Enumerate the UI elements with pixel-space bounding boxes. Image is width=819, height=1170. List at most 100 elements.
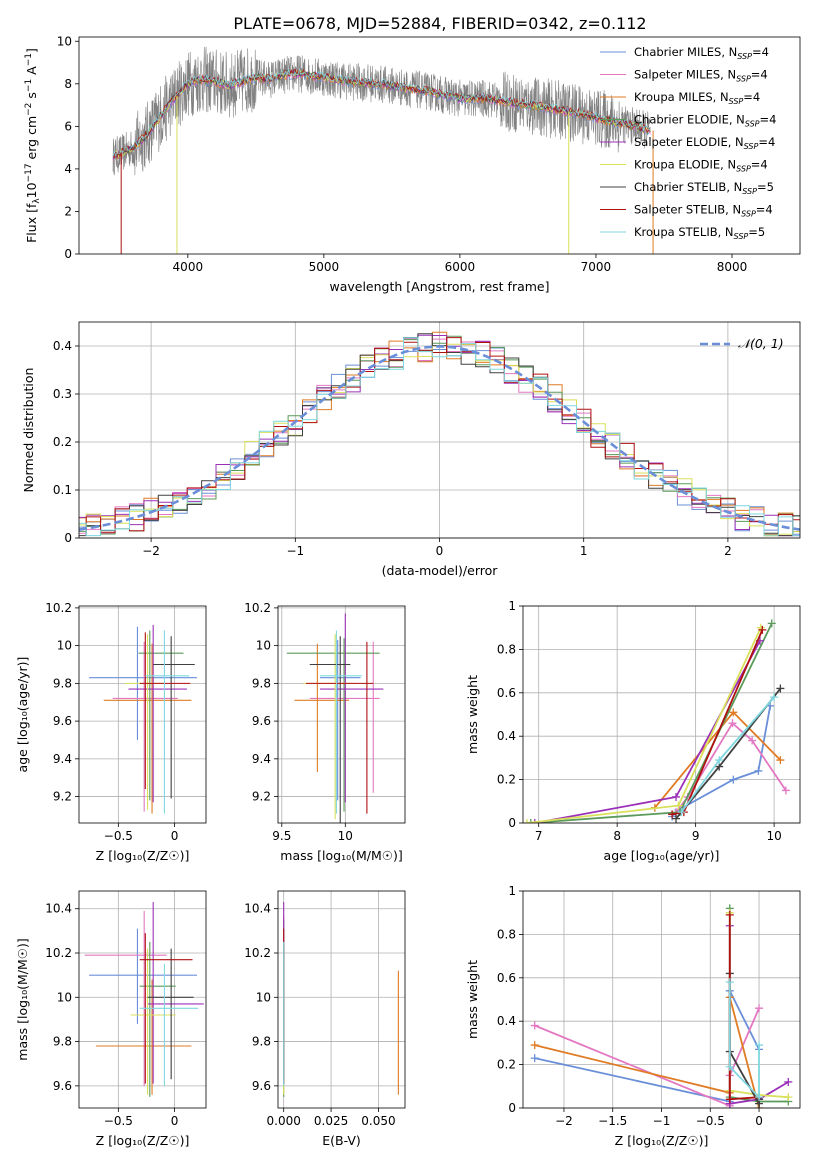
residuals-ytick-label: 0 (64, 531, 72, 545)
legend-sub: SSP (729, 97, 744, 106)
weight-point (729, 775, 738, 784)
weight-vs-age-ytick-label: 0 (508, 816, 516, 830)
mass-vs-ebv-ytick-label: 9.6 (252, 1079, 271, 1093)
legend-sub: SSP (745, 120, 760, 129)
residuals-frame (78, 321, 801, 539)
weight-vs-z-ylabel: mass weight (465, 960, 480, 1039)
weight-vs-age-xlabel: age [log₁₀(age/yr)] (604, 848, 720, 863)
spectrum-data-line (112, 46, 651, 176)
spectrum-ylabel: Flux [fλ10−17 erg cm−2 s−1 A−1] (24, 48, 42, 243)
age-vs-mass-xtick-label: 9.5 (272, 829, 291, 843)
legend-label: Salpeter MILES, NSSP=4 (634, 68, 768, 84)
mass-vs-z-plot-area (84, 902, 204, 1097)
legend-name: Salpeter MILES, N (634, 68, 736, 82)
spectrum-ylabel-part: A (24, 66, 39, 79)
spectrum-ylabel-part: λ (32, 198, 42, 204)
legend-tail: =4 (756, 203, 773, 217)
legend-name: Chabrier ELODIE, N (634, 113, 745, 127)
weight-vs-age-xtick-label: 8 (613, 829, 621, 843)
spectrum-ylabel-part: −17 (24, 163, 34, 182)
age-vs-mass-ytick-label: 9.4 (252, 752, 271, 766)
weight-point (725, 1095, 734, 1104)
spectrum-xtick-label: 7000 (581, 260, 612, 274)
mass-vs-ebv-frame (277, 890, 406, 1109)
weight-vs-age-ytick-label: 0.2 (497, 773, 516, 787)
weight-vs-z-ytick-label: 0 (508, 1101, 516, 1115)
weight-vs-z-ytick-label: 1 (508, 884, 516, 898)
legend-label: Kroupa MILES, NSSP=4 (634, 90, 760, 106)
weight-vs-z-xtick-label: −1.5 (598, 1114, 627, 1128)
age-vs-z-ytick-label: 10 (57, 639, 72, 653)
age-vs-mass-ytick-label: 10 (256, 639, 271, 653)
spectrum-ylabel-part: Flux [f (24, 203, 39, 243)
normal-reference-curve (79, 345, 800, 531)
weight-point (781, 786, 790, 795)
age-vs-z-xlabel: Z [log₁₀(Z/Z☉)] (96, 848, 190, 863)
spectrum-ylabel-part: ] (24, 48, 39, 53)
legend-tail: =5 (748, 225, 765, 239)
residual-histogram (79, 337, 800, 537)
weight-line (534, 997, 760, 1108)
weight-vs-age-ytick-label: 1 (508, 599, 516, 613)
residuals-ytick-label: 0.1 (53, 483, 72, 497)
spectrum-ylabel-part: erg cm (24, 116, 39, 164)
age-vs-z-ytick-label: 10.2 (45, 601, 72, 615)
age-vs-z-panel: −0.5 0 9.2 9.4 9.6 9.8 10 10.2 Z [log₁₀(Z/Z☉)] ag… (15, 601, 207, 863)
weight-point (767, 619, 776, 628)
weight-vs-z-plot-area (530, 904, 793, 1108)
mass-vs-ebv-panel: 0.000 0.025 0.050 9.6 9.8 10 10.2 10.4 E(B-V) (244, 890, 406, 1148)
mass-vs-ebv-xtick-label: 0.025 (314, 1114, 348, 1128)
spectrum-ytick-label: 6 (64, 119, 72, 133)
weight-point (758, 625, 767, 634)
weight-vs-z-xtick-label: −0.5 (696, 1114, 725, 1128)
spectrum-xtick-label: 8000 (717, 260, 748, 274)
weight-point (755, 1093, 764, 1102)
weight-point (728, 719, 737, 728)
age-vs-z-xtick-label: 0 (171, 829, 179, 843)
age-vs-z-ytick-label: 9.2 (53, 790, 72, 804)
mass-vs-z-xlabel: Z [log₁₀(Z/Z☉)] (96, 1133, 190, 1148)
spectrum-panel: 4000 5000 6000 7000 8000 0 2 4 6 8 10 wavelength [A… (24, 34, 801, 294)
legend-name: Kroupa MILES, N (634, 90, 729, 104)
residual-histogram (79, 335, 800, 537)
legend-name: Chabrier MILES, N (634, 45, 737, 59)
spectrum-frame (78, 36, 801, 255)
spectrum-ylabel-part: s (24, 92, 39, 103)
mass-vs-z-ytick-label: 10.2 (45, 946, 72, 960)
weight-vs-z-xtick-label: −2 (555, 1114, 573, 1128)
legend-tail: =5 (757, 180, 774, 194)
mass-vs-z-xtick-label: 0 (171, 1114, 179, 1128)
spectrum-ytick-label: 4 (64, 162, 72, 176)
age-vs-z-ytick-label: 9.6 (53, 714, 72, 728)
mass-vs-ebv-xlabel: E(B-V) (322, 1133, 361, 1148)
weight-point (770, 693, 779, 702)
weight-vs-z-frame (522, 890, 801, 1109)
spectrum-xlabel: wavelength [Angstrom, rest frame] (329, 279, 549, 294)
age-vs-mass-xlabel: mass [log₁₀(M/M☉)] (280, 848, 402, 863)
residuals-ylabel: Normed distribution (21, 368, 36, 493)
spectrum-plot-area (112, 46, 654, 254)
age-vs-mass-plot-area (286, 613, 384, 823)
residuals-ytick-label: 0.4 (53, 339, 72, 353)
age-vs-mass-frame (277, 605, 406, 824)
spectrum-ylabel-part: −2 (24, 103, 34, 116)
legend-tail: =4 (751, 68, 768, 82)
weight-point (729, 708, 738, 717)
age-vs-z-ytick-label: 9.4 (53, 752, 72, 766)
spectrum-ylabel-part: −1 (24, 53, 34, 66)
weight-point (776, 684, 785, 693)
residuals-ytick-label: 0.3 (53, 387, 72, 401)
weight-vs-age-xtick-label: 9 (692, 829, 700, 843)
legend-name: Salpeter STELIB, N (634, 203, 741, 217)
mass-vs-z-ytick-label: 9.8 (53, 1035, 72, 1049)
weight-vs-z-xtick-label: 0 (755, 1114, 763, 1128)
weight-vs-age-plot-area (523, 619, 790, 823)
age-vs-mass-ytick-label: 9.6 (252, 714, 271, 728)
weight-point (526, 819, 535, 823)
mass-vs-ebv-ytick-label: 10.4 (244, 902, 271, 916)
mass-vs-z-ytick-label: 9.6 (53, 1079, 72, 1093)
legend-sub: SSP (736, 165, 751, 174)
weight-point (725, 978, 734, 987)
weight-vs-z-panel: −2 −1.5 −1 −0.5 0 0 0.2 0.4 0.6 0.8 1 Z [log₁₀(Z/Z☉… (465, 884, 801, 1148)
